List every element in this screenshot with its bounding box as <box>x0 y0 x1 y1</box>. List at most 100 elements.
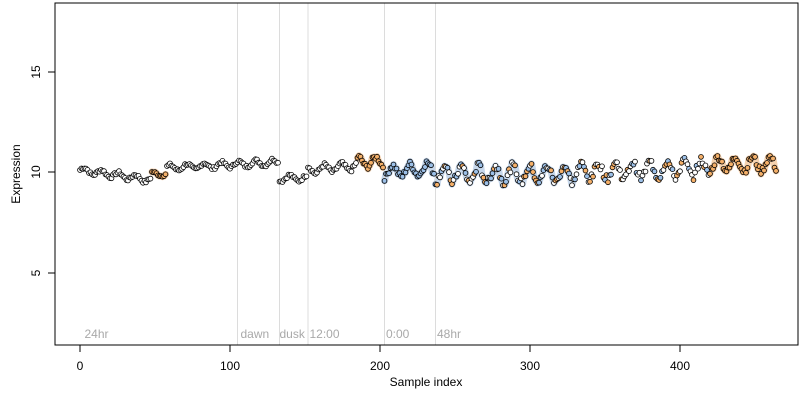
annotation-label: 24hr <box>85 327 109 341</box>
data-point <box>714 153 721 159</box>
data-point <box>386 170 392 177</box>
data-point <box>422 164 428 170</box>
data-point <box>528 161 535 167</box>
data-point <box>605 179 611 186</box>
annotation-label: dusk <box>280 327 306 341</box>
data-points <box>77 153 779 189</box>
data-point <box>764 160 770 166</box>
data-point <box>642 168 649 175</box>
data-point <box>374 153 380 160</box>
data-point <box>461 165 467 171</box>
y-axis-title: Expression <box>9 144 23 203</box>
data-point <box>587 178 593 185</box>
data-point <box>638 177 644 184</box>
y-tick-label: 5 <box>29 269 43 276</box>
y-tick-label: 15 <box>29 65 43 79</box>
data-point <box>162 171 169 178</box>
data-point <box>572 176 578 183</box>
data-point <box>381 178 388 184</box>
data-point <box>498 175 505 182</box>
data-point <box>147 175 154 182</box>
annotation-label: 0:00 <box>386 327 410 341</box>
data-point <box>677 168 683 175</box>
x-tick-label: 0 <box>77 359 84 373</box>
data-point <box>399 173 406 180</box>
data-point <box>573 171 580 178</box>
x-axis: 0 100 200 300 400 Sample index <box>77 344 690 389</box>
y-tick-label: 10 <box>29 165 43 179</box>
data-point <box>690 177 697 183</box>
data-point <box>608 171 614 178</box>
data-point <box>477 162 484 169</box>
data-point <box>495 166 502 172</box>
data-point <box>368 159 374 166</box>
data-point <box>590 173 596 180</box>
annotation-label: dawn <box>241 327 270 341</box>
data-point <box>483 180 490 186</box>
data-point <box>719 158 725 165</box>
data-point <box>530 169 536 175</box>
annotation-label: 12:00 <box>310 327 340 341</box>
data-point <box>582 167 589 174</box>
data-point <box>614 159 620 166</box>
data-point <box>437 174 443 181</box>
data-point <box>692 169 698 176</box>
data-point <box>536 179 542 186</box>
data-point <box>632 158 638 165</box>
data-point <box>695 165 701 172</box>
data-point <box>431 170 437 177</box>
data-point <box>462 170 469 176</box>
data-point <box>704 167 710 173</box>
data-point <box>617 167 623 173</box>
data-point <box>684 161 691 168</box>
data-point <box>669 166 676 173</box>
data-point <box>599 163 605 170</box>
data-point <box>522 173 529 180</box>
data-point <box>648 158 655 164</box>
data-point <box>446 169 452 175</box>
data-point <box>557 174 563 180</box>
annotation-labels: 24hr dawn dusk 12:00 0:00 48hr <box>85 327 462 341</box>
x-axis-title: Sample index <box>390 375 463 389</box>
data-point <box>428 162 434 169</box>
data-point <box>513 171 520 178</box>
data-point <box>348 168 355 175</box>
data-point <box>488 175 494 182</box>
data-point <box>519 181 526 187</box>
data-point <box>758 171 764 177</box>
data-point <box>773 168 779 174</box>
data-point <box>657 175 664 181</box>
x-tick-label: 200 <box>370 359 390 373</box>
data-point <box>761 167 767 174</box>
data-point <box>480 174 487 181</box>
data-point <box>503 179 509 185</box>
data-point <box>303 173 310 180</box>
data-point <box>275 159 281 166</box>
data-point <box>512 162 518 169</box>
data-point <box>744 165 751 171</box>
data-point <box>353 160 359 166</box>
data-point <box>539 173 545 179</box>
x-tick-label: 300 <box>520 359 540 373</box>
x-tick-label: 100 <box>220 359 240 373</box>
data-point <box>584 173 590 180</box>
data-point <box>743 169 749 176</box>
annotation-label: 48hr <box>437 327 461 341</box>
data-point <box>393 165 400 172</box>
data-point <box>455 171 461 177</box>
data-point <box>548 167 554 174</box>
data-point <box>711 162 718 169</box>
data-point <box>702 162 709 169</box>
data-point <box>569 182 575 189</box>
data-point <box>707 171 713 177</box>
data-point <box>728 161 734 168</box>
data-point <box>473 169 479 175</box>
data-point <box>579 159 586 166</box>
data-point <box>651 168 658 175</box>
data-point <box>380 164 386 171</box>
data-point <box>626 168 632 174</box>
x-tick-label: 400 <box>670 359 690 373</box>
data-point <box>770 155 776 162</box>
